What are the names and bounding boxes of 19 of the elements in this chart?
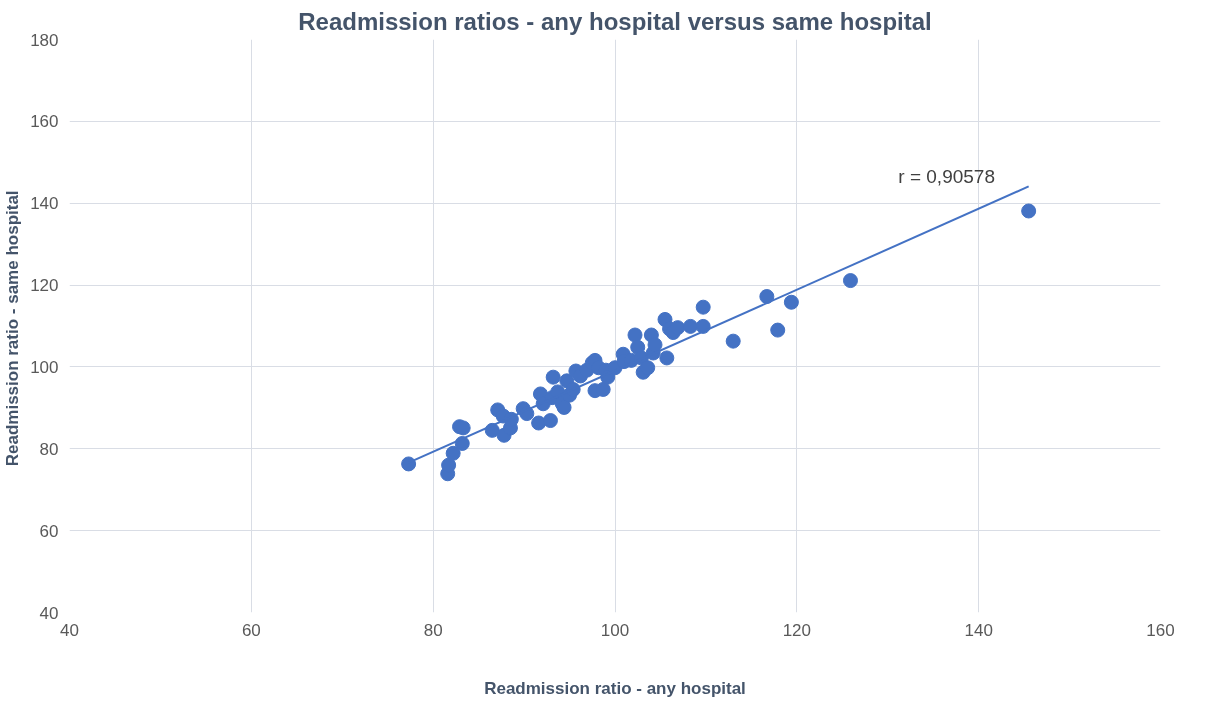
y-axis-title: Readmission ratio - same hospital (3, 190, 23, 467)
y-tick-label: 120 (30, 276, 59, 296)
x-tick-label: 100 (600, 620, 630, 640)
y-tick-label: 40 (39, 603, 59, 623)
y-tick-label: 60 (39, 521, 59, 541)
x-tick-label: 40 (60, 620, 79, 640)
y-tick-label: 180 (30, 30, 59, 50)
x-tick-label: 80 (423, 620, 443, 640)
x-tick-label: 140 (964, 620, 993, 640)
chart-title: Readmission ratios - any hospital versus same hospital (298, 7, 932, 35)
x-tick-label: 160 (1146, 620, 1175, 640)
x-tick-label: 60 (241, 620, 261, 640)
x-axis-title: Readmission ratio - any hospital (484, 678, 746, 698)
y-tick-label: 80 (39, 439, 59, 459)
x-tick-label: 120 (782, 620, 812, 640)
annotation: r = 0,90578 (898, 165, 995, 187)
y-tick-label: 140 (30, 194, 59, 214)
y-tick-label: 160 (30, 112, 59, 132)
y-tick-label: 100 (30, 357, 59, 377)
